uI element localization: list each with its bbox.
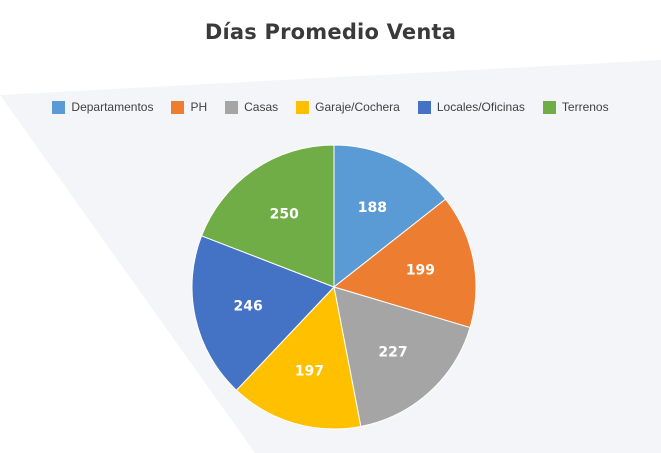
legend-label: Garaje/Cochera — [315, 100, 400, 114]
legend-item-departamentos: Departamentos — [52, 100, 153, 114]
legend-item-garaje-cochera: Garaje/Cochera — [296, 100, 400, 114]
legend-label: Locales/Oficinas — [436, 100, 525, 114]
data-label: 246 — [234, 298, 263, 314]
legend-label: Casas — [244, 100, 279, 114]
legend-label: PH — [190, 100, 208, 114]
data-label: 227 — [378, 344, 407, 360]
data-label: 250 — [270, 206, 299, 222]
legend-swatch — [52, 100, 66, 114]
legend-swatch — [417, 100, 431, 114]
legend-label: Departamentos — [71, 100, 154, 114]
pie-slice-ph — [332, 198, 477, 329]
data-label: 199 — [406, 262, 435, 278]
legend: Departamentos PH Casas Garaje/Cochera Lo… — [0, 100, 661, 114]
legend-swatch — [542, 100, 556, 114]
legend-swatch — [296, 100, 310, 114]
pie-slice-locales-oficinas — [191, 235, 335, 391]
legend-swatch — [171, 100, 185, 114]
pie-slice-departamentos — [333, 144, 447, 289]
legend-label: Terrenos — [561, 100, 609, 114]
legend-item-ph: PH — [171, 100, 207, 114]
legend-item-terrenos: Terrenos — [542, 100, 609, 114]
pie-slice-garaje-cochera — [235, 285, 362, 430]
legend-swatch — [225, 100, 239, 114]
chart-title: Días Promedio Venta — [204, 20, 457, 44]
legend-item-locales-oficinas: Locales/Oficinas — [417, 100, 525, 114]
data-label: 188 — [358, 200, 387, 216]
pie-slice-terrenos — [200, 144, 335, 288]
legend-item-casas: Casas — [225, 100, 278, 114]
data-label: 197 — [295, 363, 324, 379]
pie-slice-casas — [333, 286, 471, 428]
